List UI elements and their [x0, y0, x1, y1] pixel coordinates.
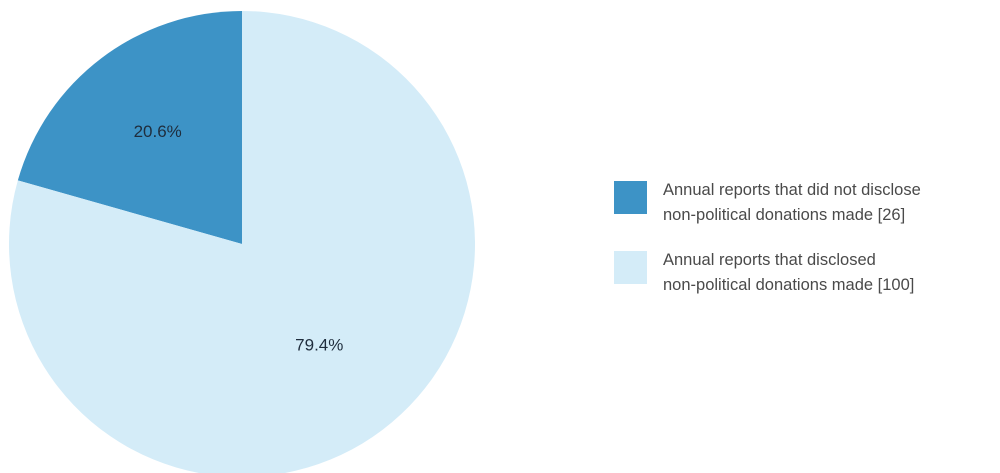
pie-slices	[9, 11, 475, 473]
chart-legend: Annual reports that did not disclose non…	[614, 178, 994, 318]
legend-label-line: Annual reports that disclosed	[663, 251, 876, 269]
legend-swatch-disclosed	[614, 251, 647, 284]
pie-slice-disclosed	[9, 11, 475, 473]
slice-label-disclosed: 79.4%	[295, 336, 343, 355]
legend-label-line: non-political donations made [26]	[663, 206, 906, 224]
pie-labels: 20.6% 79.4%	[134, 122, 344, 355]
legend-item-disclosed: Annual reports that disclosed non-politi…	[614, 248, 994, 298]
legend-item-not-disclosed: Annual reports that did not disclose non…	[614, 178, 994, 228]
legend-label-disclosed: Annual reports that disclosed non-politi…	[663, 248, 914, 298]
pie-slice-not-disclosed	[17, 11, 243, 244]
legend-label-not-disclosed: Annual reports that did not disclose non…	[663, 178, 921, 228]
legend-swatch-not-disclosed	[614, 181, 647, 214]
legend-label-line: non-political donations made [100]	[663, 276, 915, 294]
slice-label-not-disclosed: 20.6%	[134, 122, 182, 141]
legend-label-line: Annual reports that did not disclose	[663, 181, 921, 199]
